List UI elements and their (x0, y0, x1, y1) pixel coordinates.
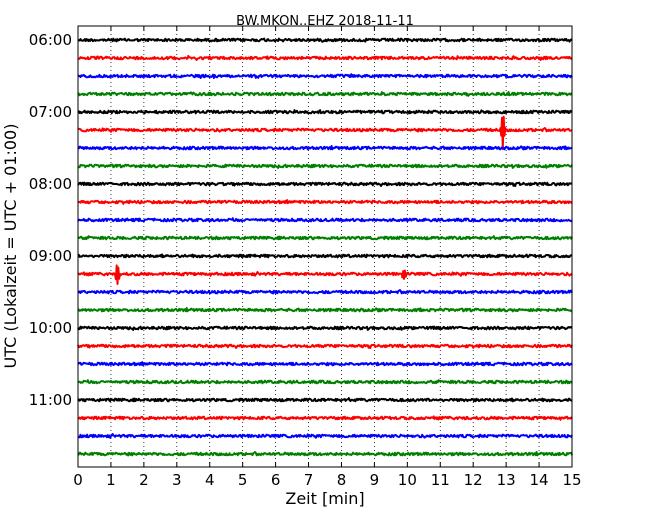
x-tick-label: 9 (370, 471, 380, 489)
trace-0845 (77, 235, 573, 241)
trace-0800 (77, 181, 573, 187)
y-tick-label: 08:00 (29, 175, 72, 193)
trace-0745 (77, 163, 573, 169)
y-axis-ticks: 06:00 07:00 08:00 09:00 10:00 11:00 (29, 31, 572, 409)
trace-1100 (77, 397, 573, 403)
trace-0715 (77, 115, 573, 151)
x-tick-label: 0 (73, 471, 83, 489)
trace-0945 (77, 307, 573, 313)
x-tick-label: 14 (530, 471, 549, 489)
x-axis-label: Zeit [min] (285, 489, 364, 508)
x-tick-label: 13 (497, 471, 516, 489)
x-tick-label: 8 (337, 471, 347, 489)
x-tick-label: 15 (562, 471, 581, 489)
trace-1045 (77, 379, 573, 385)
trace-0600 (77, 37, 573, 43)
traces (77, 37, 573, 457)
trace-0915 (77, 264, 573, 285)
x-tick-label: 1 (106, 471, 116, 489)
y-tick-label: 11:00 (29, 391, 72, 409)
trace-1030 (77, 361, 573, 367)
x-tick-label: 7 (304, 471, 314, 489)
trace-0900 (77, 253, 573, 259)
trace-1115 (77, 415, 573, 421)
y-tick-label: 10:00 (29, 319, 72, 337)
y-tick-label: 06:00 (29, 31, 72, 49)
trace-0815 (77, 199, 573, 205)
x-axis-ticks: 0 1 2 3 4 5 6 7 8 9 10 11 12 13 14 15 (73, 26, 582, 489)
y-axis-label: UTC (Lokalzeit = UTC + 01:00) (1, 124, 20, 369)
chart-title: BW.MKON..EHZ 2018-11-11 (236, 14, 414, 29)
trace-1000 (77, 325, 573, 331)
x-tick-label: 2 (139, 471, 149, 489)
trace-0645 (77, 91, 573, 97)
x-tick-label: 3 (172, 471, 182, 489)
x-tick-label: 4 (205, 471, 215, 489)
trace-0700 (77, 109, 573, 115)
trace-0930 (77, 289, 573, 295)
grid-lines (110, 26, 540, 467)
trace-1015 (77, 343, 573, 349)
plot-frame (77, 25, 573, 468)
trace-1130 (77, 433, 573, 439)
trace-0630 (77, 73, 573, 79)
y-tick-label: 09:00 (29, 247, 72, 265)
x-tick-label: 6 (271, 471, 281, 489)
x-tick-label: 12 (464, 471, 483, 489)
x-tick-label: 11 (431, 471, 450, 489)
y-tick-label: 07:00 (29, 103, 72, 121)
x-tick-label: 10 (398, 471, 417, 489)
x-tick-label: 5 (238, 471, 248, 489)
trace-0615 (77, 54, 573, 61)
trace-0830 (77, 217, 573, 223)
trace-1145 (77, 451, 573, 457)
trace-0730 (77, 145, 573, 151)
